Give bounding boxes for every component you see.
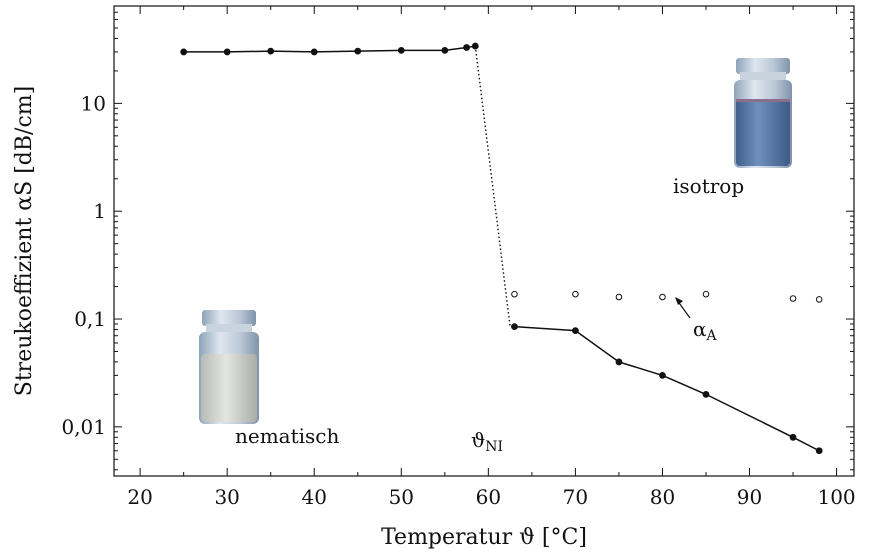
data-series <box>180 42 823 455</box>
alpha-a-point <box>511 290 518 298</box>
y-tick-label: 0,1 <box>74 307 106 331</box>
data-point <box>572 327 579 335</box>
x-tick-label: 60 <box>476 485 501 509</box>
alpha-a-annotation: αA <box>675 297 718 344</box>
data-point <box>463 44 470 51</box>
label-nematisch: nematisch <box>235 424 340 448</box>
data-point <box>815 447 823 455</box>
plot-frame <box>113 5 855 477</box>
alpha-a-point <box>572 290 579 298</box>
x-tick-label: 20 <box>127 485 152 509</box>
data-point <box>615 358 623 366</box>
x-tick-label: 40 <box>302 485 327 509</box>
series-0 <box>180 42 479 56</box>
y-axis-label: Streukoeffizient αS [dB/cm] <box>12 86 37 396</box>
label-alpha-a: αA <box>693 317 718 344</box>
x-axis-label: Temperatur ϑ [°C] <box>381 525 587 550</box>
x-tick-label: 90 <box>737 485 762 509</box>
x-tick-label: 30 <box>214 485 239 509</box>
label-isotrop: isotrop <box>673 174 744 198</box>
data-point <box>310 48 318 56</box>
x-tick-label: 50 <box>389 485 414 509</box>
data-point <box>789 433 797 441</box>
alpha-a-point <box>815 296 823 303</box>
x-tick-label: 80 <box>650 485 675 509</box>
nematic-vial-image <box>199 310 259 424</box>
data-point <box>659 371 666 379</box>
y-tick-label: 10 <box>81 91 106 115</box>
y-tick-label: 0,01 <box>61 415 106 439</box>
alpha-a-point <box>659 293 666 301</box>
y-tick-labels: 0,01 0,1 1 10 <box>61 91 106 438</box>
isotropic-vial-image <box>734 58 792 168</box>
data-point <box>441 46 449 54</box>
series-line <box>514 325 820 452</box>
data-point <box>702 390 710 398</box>
alpha-a-point <box>702 290 710 298</box>
axis-ticks <box>114 6 854 476</box>
data-point <box>471 42 479 50</box>
transition-dotted-line <box>474 45 511 327</box>
series-1 <box>511 323 823 455</box>
data-point <box>354 47 362 55</box>
data-point <box>511 323 518 331</box>
data-point <box>397 46 405 54</box>
data-point <box>223 48 231 56</box>
x-tick-label: 100 <box>817 485 855 509</box>
alpha-a-point <box>615 293 623 301</box>
label-theta-ni: ϑNI <box>471 428 503 455</box>
series-2 <box>511 290 823 303</box>
data-point <box>267 47 275 55</box>
x-tick-labels: 20 30 40 50 60 70 80 90 100 <box>127 485 855 509</box>
y-tick-label: 1 <box>93 199 106 223</box>
data-point <box>180 48 188 56</box>
alpha-a-point <box>789 295 797 302</box>
x-tick-label: 70 <box>563 485 588 509</box>
